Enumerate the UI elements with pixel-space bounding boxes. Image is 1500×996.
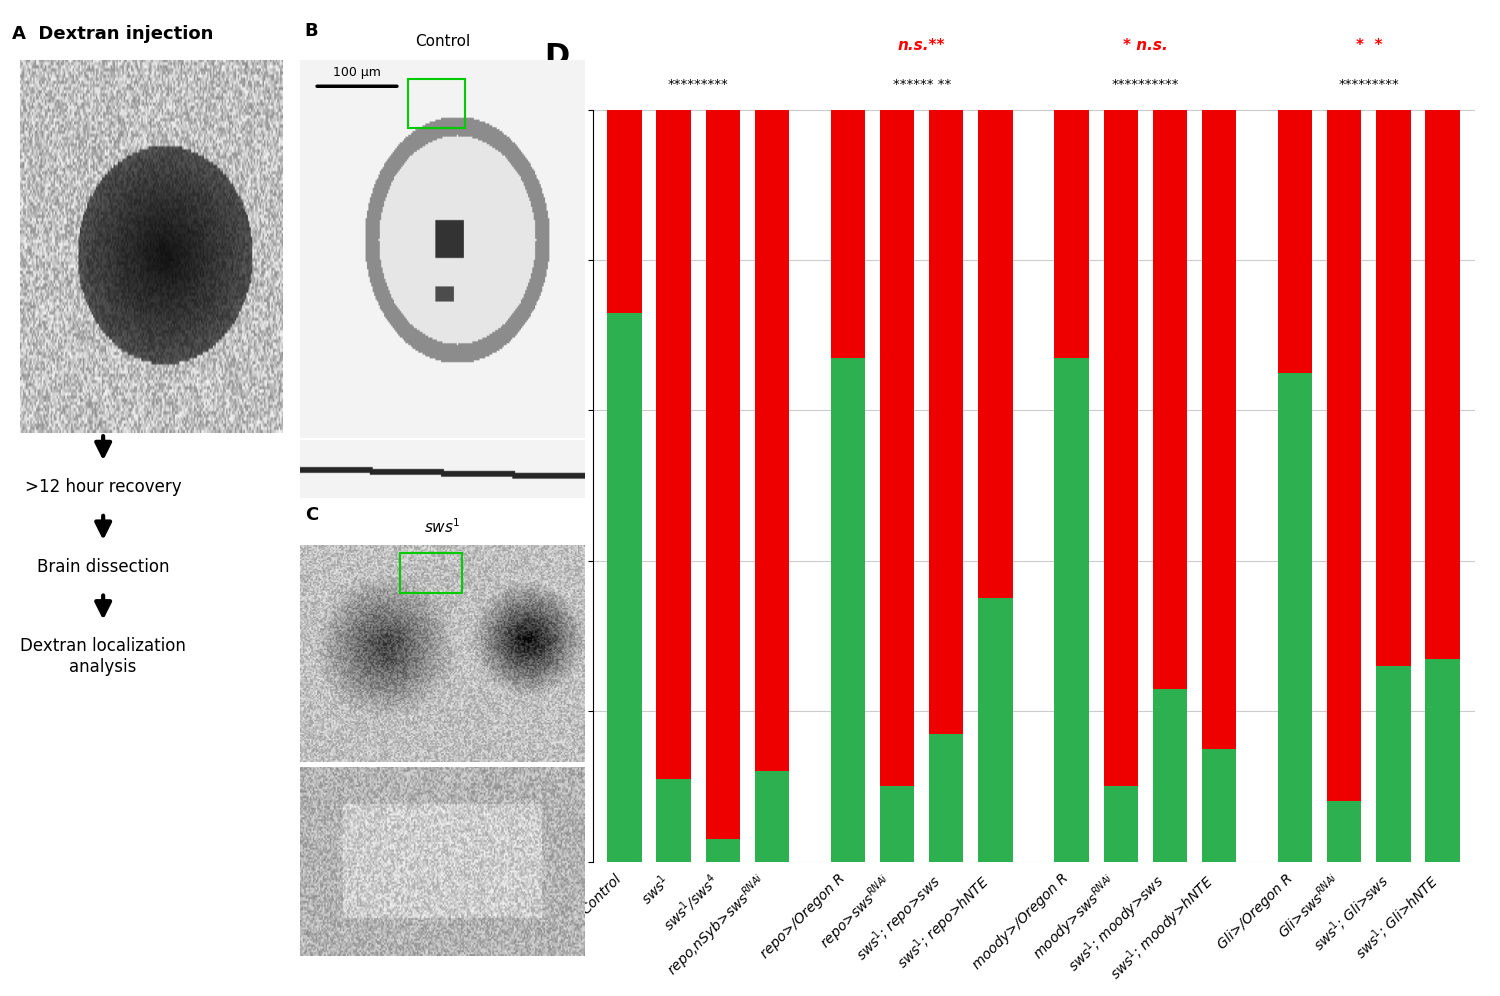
Text: sws$^1$: sws$^1$ <box>424 517 460 536</box>
Text: 100 μm: 100 μm <box>333 66 381 79</box>
Bar <box>1376 666 1410 862</box>
Bar <box>831 358 866 862</box>
Bar <box>1278 373 1312 862</box>
Bar <box>1328 110 1362 802</box>
Text: * n.s.: * n.s. <box>1124 38 1167 53</box>
Bar <box>705 839 740 862</box>
Bar <box>1054 110 1089 358</box>
Bar <box>1425 110 1460 658</box>
Text: ****** **: ****** ** <box>892 78 951 91</box>
Text: Control: Control <box>416 34 470 49</box>
Bar <box>1054 358 1089 862</box>
Text: **********: ********** <box>1112 78 1179 91</box>
Text: *  *: * * <box>1356 38 1382 53</box>
Bar <box>1152 110 1186 688</box>
Bar <box>657 779 692 862</box>
Bar <box>1104 787 1138 862</box>
Bar <box>928 734 963 862</box>
Bar <box>880 110 915 787</box>
Bar <box>608 313 642 862</box>
Text: Brain dissection: Brain dissection <box>38 558 170 576</box>
Text: B`: B` <box>304 423 324 438</box>
Bar <box>408 79 465 127</box>
Bar <box>978 599 1012 862</box>
Bar <box>657 110 692 779</box>
Text: C: C <box>304 506 318 524</box>
Bar <box>1202 110 1236 749</box>
Bar <box>1328 802 1362 862</box>
Bar <box>1152 688 1186 862</box>
Bar <box>705 110 740 839</box>
Bar <box>1202 749 1236 862</box>
Bar <box>880 787 915 862</box>
Bar <box>608 110 642 313</box>
Text: *********: ********* <box>1338 78 1400 91</box>
Bar <box>928 110 963 734</box>
Bar <box>1104 110 1138 787</box>
Text: A  Dextran injection: A Dextran injection <box>12 25 213 43</box>
Bar <box>1278 110 1312 373</box>
Text: D: D <box>544 42 568 71</box>
Bar <box>399 554 462 593</box>
Text: C`: C` <box>304 749 324 764</box>
Bar <box>754 771 789 862</box>
Text: Dextran localization
analysis: Dextran localization analysis <box>20 637 186 676</box>
Text: >12 hour recovery: >12 hour recovery <box>26 478 182 496</box>
Bar <box>1376 110 1410 666</box>
Text: B: B <box>304 22 318 40</box>
Bar <box>978 110 1012 599</box>
Text: *********: ********* <box>668 78 729 91</box>
Bar <box>754 110 789 771</box>
Text: n.s.**: n.s.** <box>898 38 945 53</box>
Bar <box>1425 658 1460 862</box>
Bar <box>831 110 866 358</box>
